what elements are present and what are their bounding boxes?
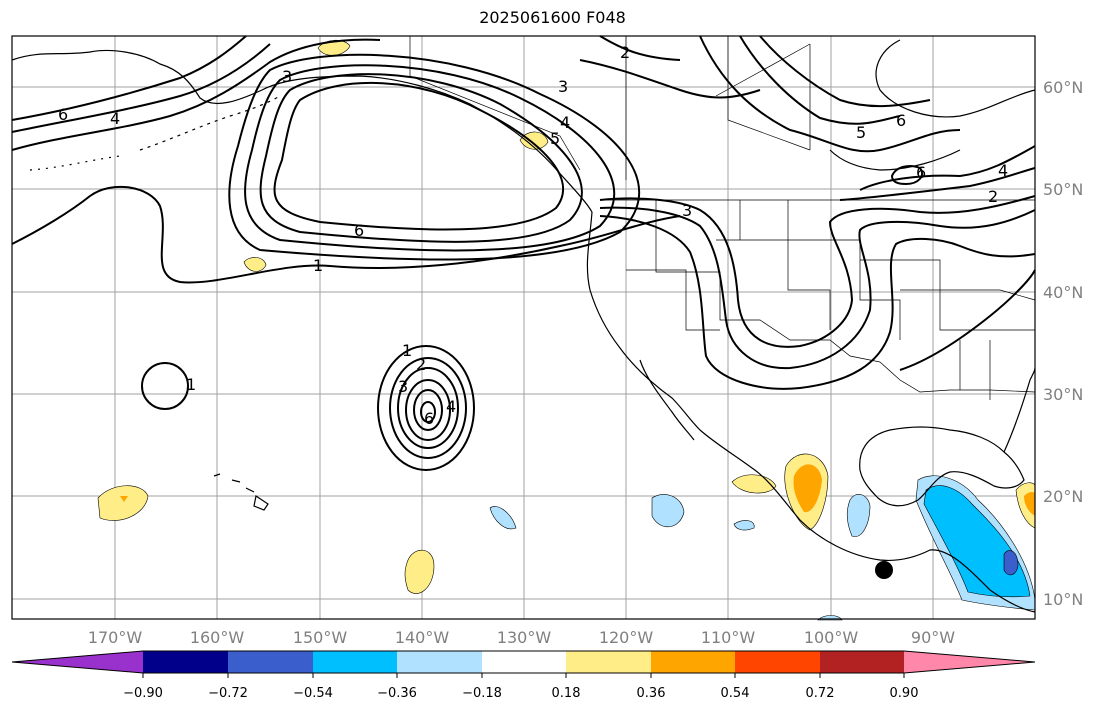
contour-label-5-bc: 5 bbox=[550, 129, 560, 148]
contour-label-1-central-pacific: 1 bbox=[313, 256, 323, 275]
lon-label: 170°W bbox=[88, 628, 143, 647]
colorbar-segment bbox=[143, 651, 228, 673]
contour-label-4-bc: 4 bbox=[560, 113, 570, 132]
lon-label: 100°W bbox=[804, 628, 859, 647]
map-title: 2025061600 F048 bbox=[479, 8, 626, 27]
contour-label-2-north: 2 bbox=[620, 43, 630, 62]
colorbar-tick-label: 0.54 bbox=[721, 686, 750, 701]
lon-label: 120°W bbox=[599, 628, 654, 647]
contour-label-5-canada: 5 bbox=[856, 123, 866, 142]
colorbar-segment bbox=[482, 651, 566, 673]
lat-label: 60°N bbox=[1043, 78, 1083, 97]
colorbar-tick-label: −0.36 bbox=[377, 686, 417, 701]
contour-label-4-east: 4 bbox=[998, 161, 1008, 180]
contour-lines bbox=[11, 35, 1036, 471]
contour-labels: 1 6 3 2 4 5 3 5 6 6 4 2 6 4 3 1 1 2 3 4 … bbox=[58, 43, 1008, 428]
lon-label: 90°W bbox=[911, 628, 955, 647]
lon-label: 130°W bbox=[497, 628, 552, 647]
colorbar-segment bbox=[228, 651, 313, 673]
latitude-labels: 60°N 50°N 40°N 30°N 20°N 10°N bbox=[1043, 78, 1083, 609]
colorbar-tick-label: −0.54 bbox=[293, 686, 333, 701]
contour-label-2-east: 2 bbox=[988, 187, 998, 206]
shaded-anomalies bbox=[97, 39, 1036, 621]
lat-label: 40°N bbox=[1043, 283, 1083, 302]
colorbar-extend-high bbox=[904, 651, 1035, 673]
contour-label-3-cyclone: 3 bbox=[398, 377, 408, 396]
colorbar-tick-label: 0.90 bbox=[890, 686, 919, 701]
longitude-labels: 170°W 160°W 150°W 140°W 130°W 120°W 110°… bbox=[88, 628, 955, 647]
colorbar-tick-label: −0.18 bbox=[462, 686, 502, 701]
colorbar-segment bbox=[566, 651, 651, 673]
contour-label-3-aleutian: 3 bbox=[282, 67, 292, 86]
lat-label: 50°N bbox=[1043, 180, 1083, 199]
colorbar-tick-label: 0.72 bbox=[806, 686, 835, 701]
lat-label: 10°N bbox=[1043, 590, 1083, 609]
colorbar-segment bbox=[313, 651, 397, 673]
colorbar-tick-label: −0.90 bbox=[123, 686, 163, 701]
contour-label-6-cyclone: 6 bbox=[424, 409, 434, 428]
colorbar-extend-low bbox=[12, 651, 143, 673]
contour-label-6-hudson: 6 bbox=[916, 163, 926, 182]
contour-label-6-canada: 6 bbox=[896, 111, 906, 130]
contour-label-6-alaska-low: 6 bbox=[354, 221, 364, 240]
lon-label: 140°W bbox=[395, 628, 450, 647]
lat-label: 30°N bbox=[1043, 385, 1083, 404]
contour-label-6-west-edge: 6 bbox=[58, 105, 68, 124]
contour-label-1-cyclone: 1 bbox=[402, 341, 412, 360]
colorbar: −0.90 −0.72 −0.54 −0.36 −0.18 0.18 0.36 … bbox=[11, 650, 1036, 701]
contour-label-4-cyclone: 4 bbox=[446, 397, 456, 416]
colorbar-segment bbox=[820, 651, 904, 673]
contour-label-3-pnw: 3 bbox=[682, 201, 692, 220]
lon-label: 150°W bbox=[293, 628, 348, 647]
contour-label-4-west-edge: 4 bbox=[110, 109, 120, 128]
map-frame bbox=[11, 35, 1036, 620]
colorbar-tick-label: 0.36 bbox=[637, 686, 666, 701]
colorbar-segment bbox=[651, 651, 735, 673]
contour-label-3-north: 3 bbox=[558, 77, 568, 96]
colorbar-segment bbox=[735, 651, 820, 673]
contour-label-1-small-ring: 1 bbox=[186, 375, 196, 394]
lon-label: 160°W bbox=[190, 628, 245, 647]
lat-label: 20°N bbox=[1043, 487, 1083, 506]
contour-label-2-cyclone: 2 bbox=[416, 355, 426, 374]
location-marker bbox=[875, 561, 893, 579]
lon-label: 110°W bbox=[701, 628, 756, 647]
colorbar-segment bbox=[397, 651, 482, 673]
colorbar-tick-label: 0.18 bbox=[552, 686, 581, 701]
colorbar-tick-label: −0.72 bbox=[208, 686, 248, 701]
